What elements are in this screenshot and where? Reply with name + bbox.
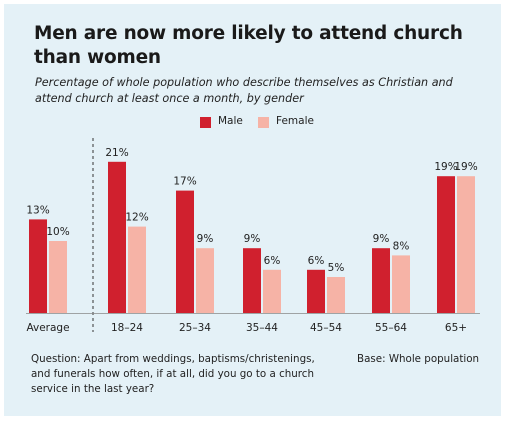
bar-male-average [29, 219, 47, 313]
data-label-male-18-24: 21% [105, 147, 128, 159]
data-label-female-55-64: 8% [393, 240, 410, 252]
legend-swatch-female [258, 117, 269, 128]
bar-female-65 [457, 176, 475, 313]
data-label-male-25-34: 17% [173, 176, 196, 188]
x-tick-label-65: 65+ [445, 322, 467, 334]
bar-female-18-24 [128, 226, 146, 313]
legend-swatch-male [200, 117, 211, 128]
chart-title: Men are now more likely to attend church… [34, 23, 463, 68]
bar-female-average [49, 241, 67, 313]
x-tick-label-average: Average [26, 322, 69, 334]
x-tick-label-45-54: 45–54 [310, 322, 342, 334]
data-label-male-65: 19% [434, 161, 457, 173]
data-label-female-18-24: 12% [125, 212, 148, 224]
data-label-female-25-34: 9% [197, 233, 214, 245]
base-note: Base: Whole population [357, 353, 480, 365]
x-tick-label-35-44: 35–44 [246, 322, 278, 334]
bar-female-45-54 [327, 277, 345, 313]
question-footnote: Question: Apart from weddings, baptisms/… [31, 353, 315, 395]
bar-male-35-44 [243, 248, 261, 313]
chart-subtitle: Percentage of whole population who descr… [35, 76, 453, 105]
bar-male-65 [437, 176, 455, 313]
bar-male-18-24 [108, 161, 126, 313]
data-label-female-35-44: 6% [264, 255, 281, 267]
bar-female-25-34 [196, 248, 214, 313]
bar-male-55-64 [372, 248, 390, 313]
x-tick-label-55-64: 55–64 [375, 322, 407, 334]
bar-male-25-34 [176, 190, 194, 313]
x-tick-label-25-34: 25–34 [179, 322, 211, 334]
bar-female-55-64 [392, 255, 410, 313]
data-label-female-average: 10% [46, 226, 69, 238]
data-label-female-45-54: 5% [328, 262, 345, 274]
data-label-male-average: 13% [26, 204, 49, 216]
data-label-male-45-54: 6% [308, 255, 325, 267]
x-tick-label-18-24: 18–24 [111, 322, 143, 334]
legend-label-female: Female [276, 115, 314, 127]
data-label-female-65: 19% [454, 161, 477, 173]
bar-female-35-44 [263, 269, 281, 313]
data-label-male-55-64: 9% [373, 233, 390, 245]
bar-male-45-54 [307, 269, 325, 313]
chart-panel: Men are now more likely to attend church… [4, 4, 501, 416]
data-label-male-35-44: 9% [244, 233, 261, 245]
legend-label-male: Male [218, 115, 243, 127]
